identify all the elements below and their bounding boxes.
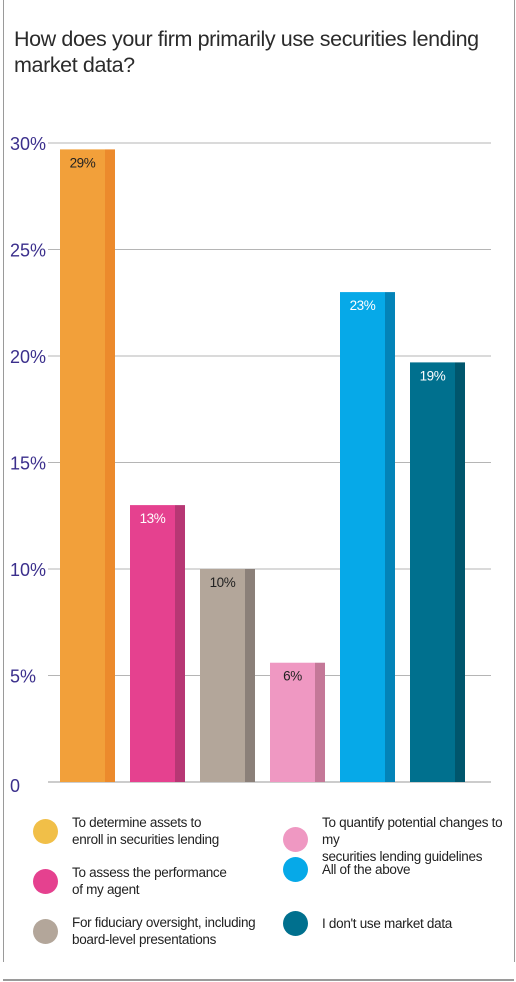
data-label-no-market-data: 19%	[420, 368, 446, 383]
y-tick-label-20: 20%	[10, 347, 46, 367]
y-tick-label-25: 25%	[10, 241, 46, 261]
frame-bottom-rule	[3, 979, 514, 981]
data-label-fiduciary-oversight: 10%	[210, 575, 236, 590]
bar-assess-performance	[130, 505, 175, 782]
bar-side-quantify-changes	[315, 662, 325, 782]
data-label-determine-assets: 29%	[70, 155, 96, 170]
y-tick-label-30: 30%	[10, 134, 46, 154]
y-tick-label-0: 0	[10, 776, 20, 796]
y-tick-label-15: 15%	[10, 454, 46, 474]
chart-frame	[3, 0, 515, 962]
bar-side-no-market-data	[455, 362, 465, 782]
chart-title: How does your firm primarily use securit…	[14, 27, 479, 77]
bar-fiduciary-oversight	[200, 569, 245, 782]
y-tick-label-10: 10%	[10, 560, 46, 580]
bar-all-of-the-above	[340, 292, 385, 782]
bar-side-all-of-the-above	[385, 292, 395, 782]
bar-quantify-changes	[270, 662, 315, 782]
bar-side-assess-performance	[175, 505, 185, 782]
bar-side-fiduciary-oversight	[245, 569, 255, 782]
bar-no-market-data	[410, 362, 455, 782]
data-label-quantify-changes: 6%	[283, 669, 302, 684]
data-label-all-of-the-above: 23%	[350, 298, 376, 313]
bar-side-determine-assets	[105, 149, 115, 782]
bar-determine-assets	[60, 149, 105, 782]
data-label-assess-performance: 13%	[140, 511, 166, 526]
y-tick-label-5: 5%	[10, 667, 36, 687]
